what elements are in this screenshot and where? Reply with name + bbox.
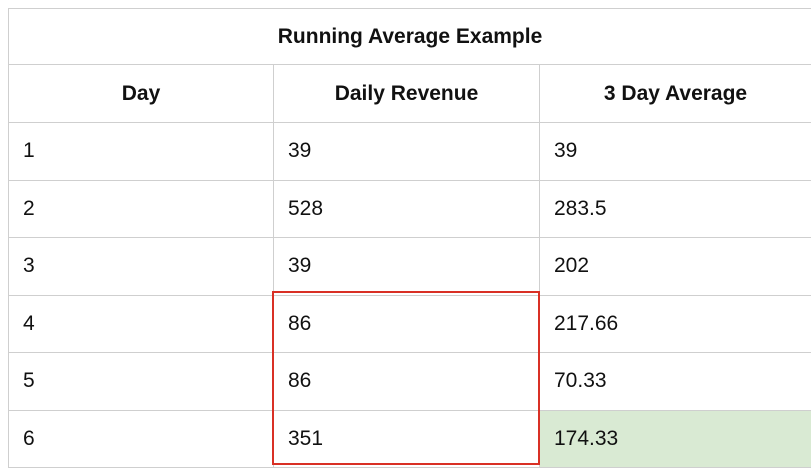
header-daily-revenue[interactable]: Daily Revenue: [273, 64, 540, 123]
cell-daily-revenue[interactable]: 528: [273, 179, 540, 238]
table-title-row: Running Average Example: [7, 8, 811, 65]
cell-day[interactable]: 1: [8, 122, 274, 181]
table-title[interactable]: Running Average Example: [7, 8, 811, 65]
header-day[interactable]: Day: [8, 64, 274, 123]
cell-3-day-average-highlighted[interactable]: 174.33: [538, 409, 811, 468]
table-row: 2 528 283.5: [8, 179, 811, 238]
cell-day[interactable]: 6: [8, 409, 274, 468]
cell-3-day-average[interactable]: 217.66: [538, 294, 811, 353]
cell-day[interactable]: 2: [8, 179, 274, 238]
cell-daily-revenue[interactable]: 86: [273, 352, 540, 411]
running-average-table: Running Average Example Day Daily Revenu…: [7, 8, 811, 468]
cell-3-day-average[interactable]: 39: [538, 122, 811, 181]
table-row: 3 39 202: [8, 237, 811, 296]
cell-day[interactable]: 3: [8, 237, 274, 296]
cell-daily-revenue[interactable]: 351: [273, 409, 540, 468]
table-header-row: Day Daily Revenue 3 Day Average: [8, 64, 811, 123]
cell-day[interactable]: 5: [8, 352, 274, 411]
cell-3-day-average[interactable]: 202: [538, 237, 811, 296]
cell-daily-revenue[interactable]: 86: [273, 294, 540, 353]
cell-3-day-average[interactable]: 283.5: [538, 179, 811, 238]
cell-day[interactable]: 4: [8, 294, 274, 353]
table-row: 1 39 39: [8, 122, 811, 181]
cell-daily-revenue[interactable]: 39: [273, 122, 540, 181]
table-row: 6 351 174.33: [8, 409, 811, 468]
spreadsheet-area: Running Average Example Day Daily Revenu…: [7, 8, 811, 469]
cell-daily-revenue[interactable]: 39: [273, 237, 540, 296]
table-row: 4 86 217.66: [8, 294, 811, 353]
table-row: 5 86 70.33: [8, 352, 811, 411]
header-3-day-average[interactable]: 3 Day Average: [538, 64, 811, 123]
cell-3-day-average[interactable]: 70.33: [538, 352, 811, 411]
